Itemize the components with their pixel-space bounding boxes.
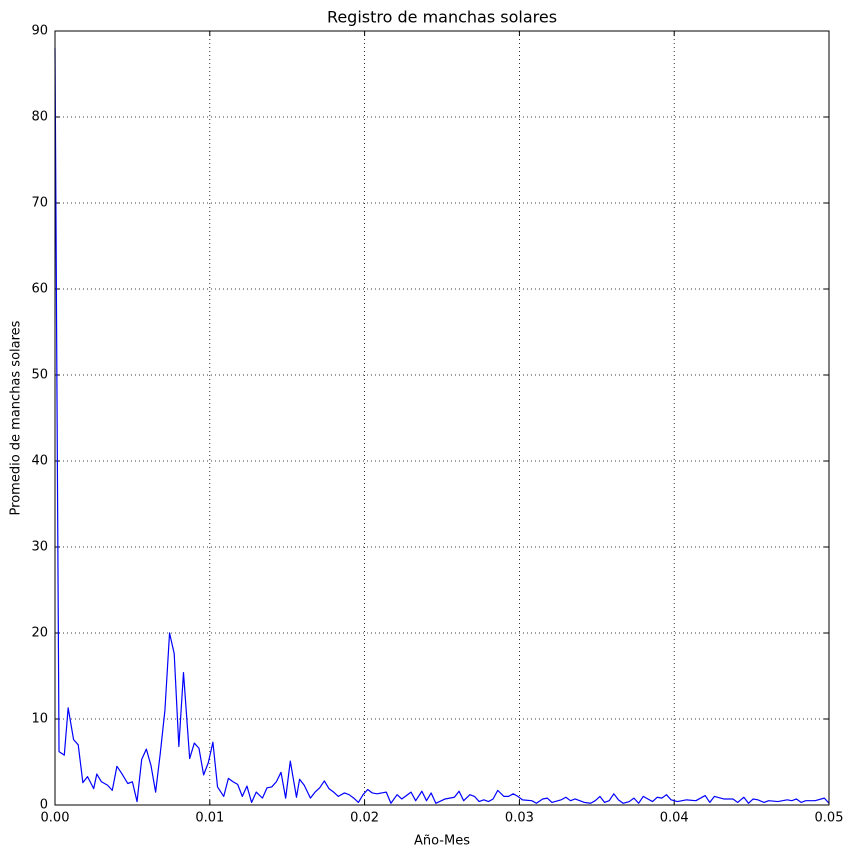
y-tick-label: 70 (31, 196, 48, 211)
x-axis-label: Año-Mes (414, 834, 470, 849)
plot-frame (54, 30, 830, 806)
y-tick-label: 10 (31, 712, 48, 727)
y-tick-label: 80 (31, 110, 48, 125)
y-tick-label: 50 (31, 368, 48, 383)
chart-title: Registro de manchas solares (327, 8, 557, 27)
y-tick-label: 30 (31, 540, 48, 555)
data-line (54, 48, 830, 804)
y-axis-label: Promedio de manchas solares (9, 320, 24, 515)
y-tick-label: 40 (31, 454, 48, 469)
y-tick-label: 20 (31, 626, 48, 641)
x-tick-label: 0.01 (195, 811, 224, 826)
y-tick-label: 0 (40, 798, 48, 813)
x-tick-label: 0.02 (350, 811, 379, 826)
y-tick-label: 60 (31, 282, 48, 297)
x-tick-label: 0.03 (505, 811, 534, 826)
x-tick-label: 0.00 (41, 811, 70, 826)
x-tick-label: 0.05 (815, 811, 844, 826)
y-tick-label: 90 (31, 24, 48, 39)
x-tick-label: 0.04 (660, 811, 689, 826)
